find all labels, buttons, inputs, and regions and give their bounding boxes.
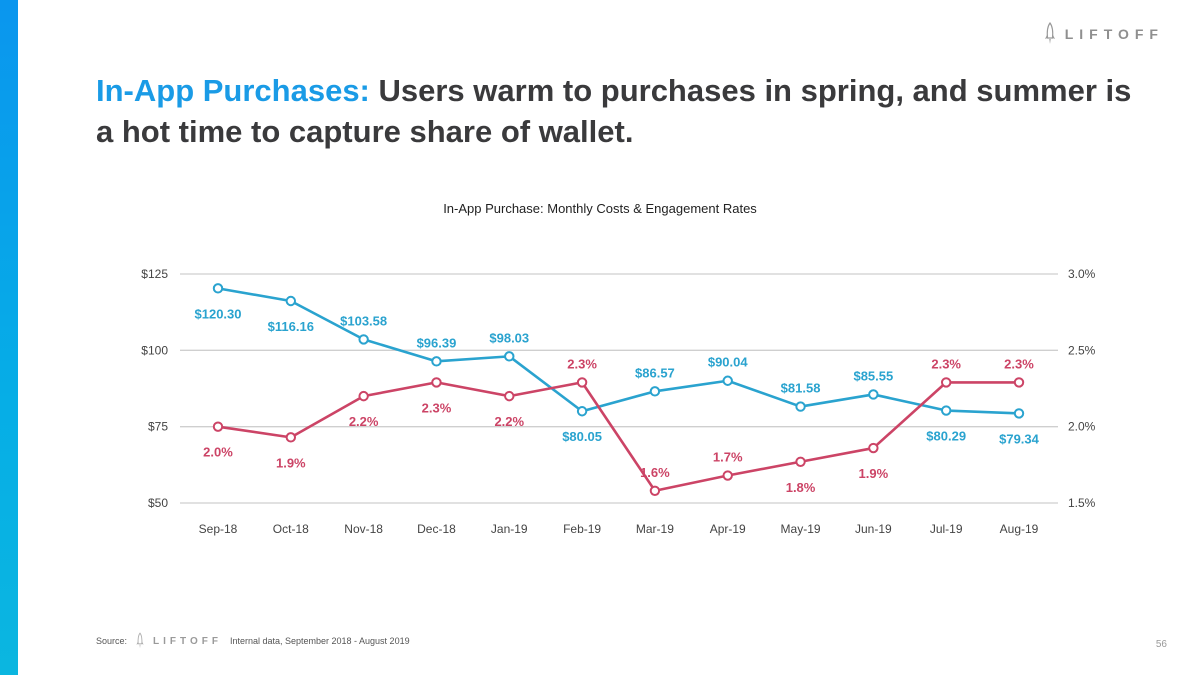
- slide-title: In-App Purchases: Users warm to purchase…: [96, 70, 1156, 152]
- engagement-rate-point: [649, 485, 661, 496]
- engagement-rate-point: [285, 432, 297, 443]
- source-label: Source:: [96, 636, 128, 646]
- y-right-tick-label: 3.0%: [1068, 267, 1096, 281]
- source-text: Internal data, September 2018 - August 2…: [229, 636, 410, 646]
- y-right-tick-label: 2.0%: [1068, 420, 1096, 434]
- x-tick-label: Jul-19: [930, 522, 963, 536]
- y-left-tick-label: $75: [148, 420, 168, 434]
- engagement-rate-data-label: 2.3%: [931, 356, 961, 371]
- engagement-rate-data-label: 2.0%: [203, 445, 233, 460]
- engagement-rate-data-label: 2.2%: [349, 414, 379, 429]
- x-tick-label: Feb-19: [563, 522, 601, 536]
- x-tick-label: Sep-18: [199, 522, 238, 536]
- monthly-cost-point: [431, 356, 442, 367]
- chart-title: In-App Purchase: Monthly Costs & Engagem…: [443, 201, 757, 216]
- engagement-rate-point: [576, 377, 588, 388]
- footer-source: Source: LIFTOFF Internal data, September…: [96, 632, 410, 650]
- y-right-tick-label: 1.5%: [1068, 496, 1096, 510]
- engagement-rate-point: [431, 377, 442, 388]
- engagement-rate-point: [722, 470, 733, 481]
- x-tick-label: Apr-19: [710, 522, 746, 536]
- monthly-cost-data-label: $80.29: [926, 429, 966, 444]
- rocket-icon: [136, 632, 144, 649]
- engagement-rate-point: [504, 390, 515, 402]
- monthly-cost-data-label: $81.58: [781, 381, 821, 396]
- engagement-rate-data-label: 2.3%: [567, 356, 597, 371]
- x-tick-label: Aug-19: [1000, 522, 1039, 536]
- slide-title-accent: In-App Purchases:: [96, 73, 370, 108]
- engagement-rate-data-label: 2.2%: [494, 414, 524, 429]
- monthly-cost-point: [722, 375, 733, 386]
- x-tick-label: Jun-19: [855, 522, 892, 536]
- engagement-rate-point: [1013, 377, 1025, 388]
- monthly-cost-point: [212, 283, 224, 294]
- monthly-cost-point: [649, 386, 661, 397]
- engagement-rate-data-label: 1.9%: [276, 455, 306, 470]
- page-number: 56: [1155, 639, 1167, 650]
- engagement-rate-line: [217, 381, 1019, 493]
- x-tick-label: Dec-18: [417, 522, 456, 536]
- monthly-cost-line: [217, 287, 1020, 415]
- liftoff-logo: LIFTOFF: [1043, 22, 1164, 46]
- x-tick-label: Mar-19: [636, 522, 674, 536]
- engagement-rate-point: [868, 442, 879, 454]
- engagement-rate-data-label: 1.6%: [640, 465, 670, 480]
- slide-title-rest: Users warm to purchases in spring, and s…: [96, 73, 1132, 149]
- monthly-cost-point: [795, 401, 806, 412]
- logo-wordmark: LIFTOFF: [1064, 26, 1164, 42]
- x-tick-label: May-19: [781, 522, 821, 536]
- monthly-cost-data-label: $86.57: [635, 365, 675, 380]
- engagement-rate-point: [212, 421, 224, 432]
- side-accent-bar: [0, 0, 18, 675]
- engagement-rate-point: [795, 456, 806, 467]
- monthly-cost-point: [504, 351, 515, 362]
- monthly-cost-point: [940, 405, 952, 416]
- engagement-rate-data-label: 1.9%: [859, 466, 889, 481]
- engagement-rate-data-label: 1.8%: [786, 480, 816, 495]
- monthly-cost-point: [576, 406, 588, 417]
- monthly-cost-point: [868, 389, 879, 400]
- engagement-rate-data-label: 2.3%: [1004, 356, 1034, 371]
- monthly-cost-data-label: $96.39: [417, 335, 457, 350]
- rocket-icon: [1044, 22, 1055, 44]
- x-tick-label: Oct-18: [273, 522, 309, 536]
- monthly-cost-data-label: $79.34: [999, 431, 1040, 446]
- footer-logo-wordmark: LIFTOFF: [153, 635, 222, 647]
- y-left-tick-label: $125: [141, 267, 168, 281]
- monthly-cost-point: [285, 295, 297, 307]
- engagement-rate-data-label: 1.7%: [713, 450, 743, 465]
- y-right-tick-label: 2.5%: [1068, 343, 1096, 357]
- y-left-tick-label: $100: [141, 343, 168, 357]
- x-tick-label: Jan-19: [491, 522, 528, 536]
- x-tick-label: Nov-18: [344, 522, 383, 536]
- monthly-cost-data-label: $90.04: [708, 355, 749, 370]
- monthly-cost-data-label: $80.05: [562, 429, 602, 444]
- engagement-rate-data-label: 2.3%: [422, 400, 452, 415]
- y-left-tick-label: $50: [148, 496, 168, 510]
- engagement-rate-point: [358, 390, 369, 402]
- monthly-cost-data-label: $116.16: [268, 319, 314, 334]
- monthly-cost-data-label: $98.03: [489, 330, 529, 345]
- monthly-cost-point: [1013, 408, 1025, 419]
- monthly-cost-point: [358, 334, 369, 345]
- monthly-cost-data-label: $85.55: [853, 368, 893, 383]
- monthly-cost-data-label: $103.58: [340, 313, 387, 328]
- monthly-cost-data-label: $120.30: [195, 306, 242, 321]
- engagement-rate-point: [940, 377, 952, 388]
